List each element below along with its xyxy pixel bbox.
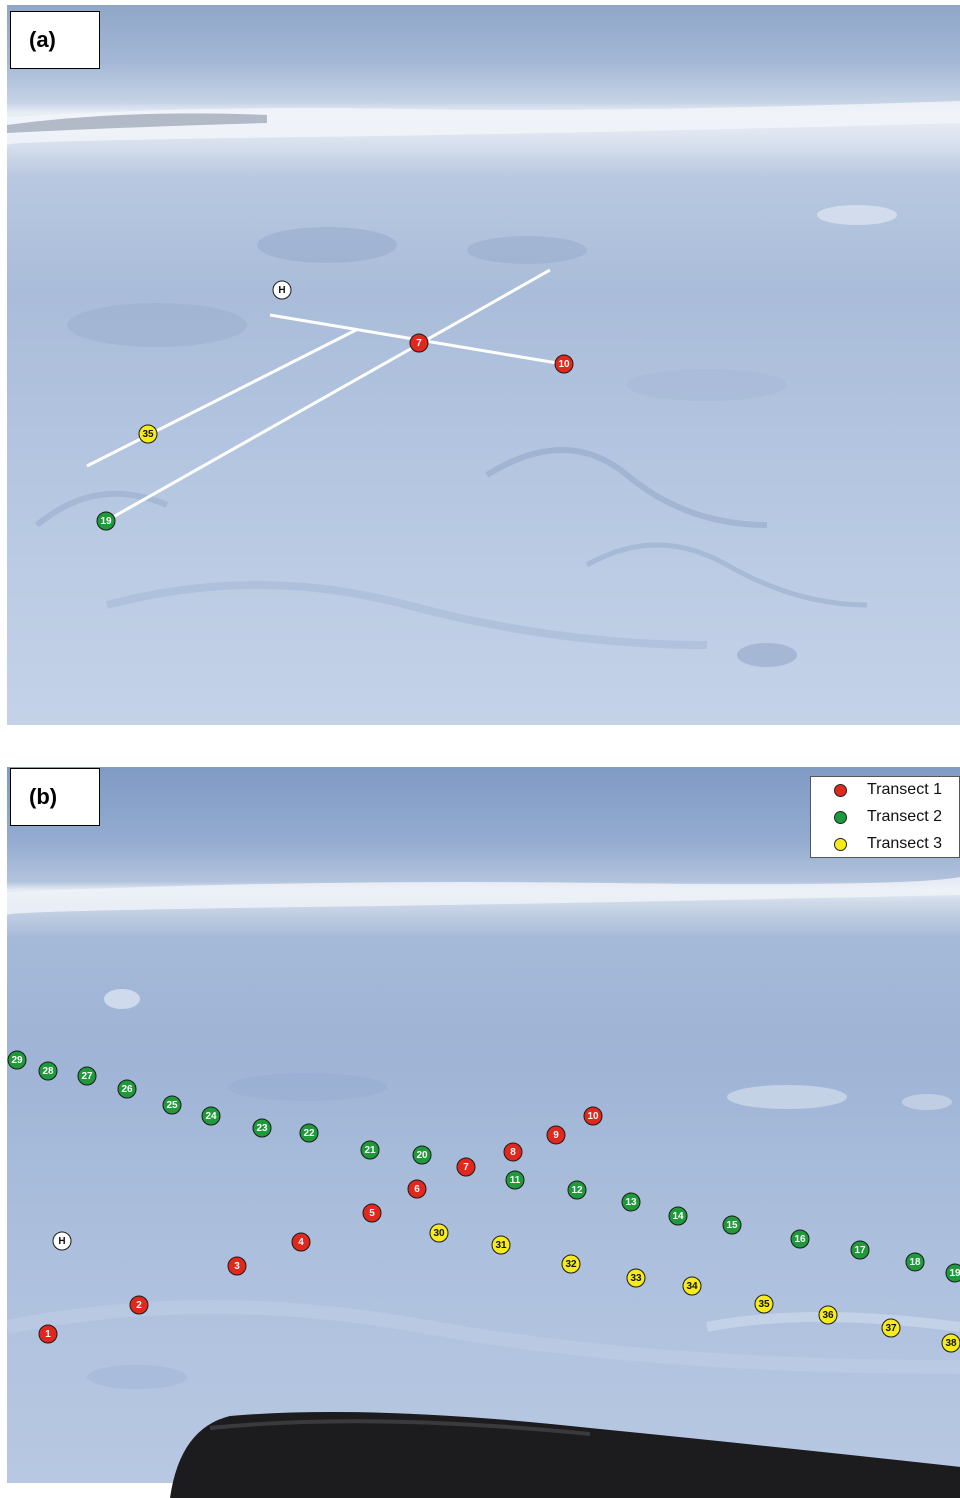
legend-label: Transect 2 <box>867 808 942 825</box>
photo-panel-a <box>7 5 960 725</box>
panel-label-b: (b) <box>10 768 100 826</box>
helicopter-dashboard <box>170 1412 960 1498</box>
panel-label-a: (a) <box>10 11 100 69</box>
legend-dot-transect-1 <box>834 783 847 797</box>
legend-dot-transect-2 <box>834 810 847 824</box>
legend-label: Transect 1 <box>867 781 942 798</box>
legend-dot-transect-3 <box>834 837 847 851</box>
legend-label: Transect 3 <box>867 835 942 852</box>
photo-panel-b <box>7 767 960 1483</box>
legend: Transect 1 Transect 2 Transect 3 <box>810 776 960 858</box>
legend-item-transect-2: Transect 2 <box>811 806 942 828</box>
legend-item-transect-1: Transect 1 <box>811 779 942 801</box>
snow-texture-a <box>7 101 960 667</box>
snow-texture-b <box>7 877 960 1389</box>
legend-item-transect-3: Transect 3 <box>811 833 942 855</box>
